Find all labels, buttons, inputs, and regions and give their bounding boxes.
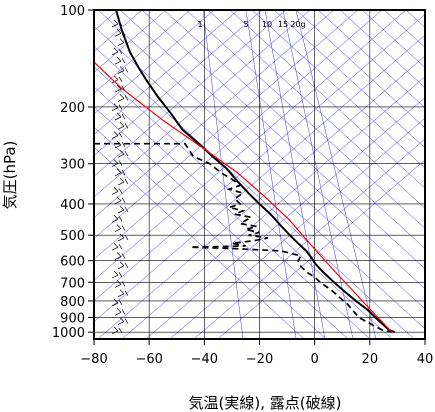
dry-adiabat-line bbox=[141, 10, 425, 269]
dry-adiabat-line bbox=[97, 10, 425, 310]
isotherm-line bbox=[121, 76, 425, 339]
dry-adiabat-line bbox=[339, 10, 425, 89]
wind-barb bbox=[111, 103, 123, 112]
wind-barb bbox=[111, 270, 123, 279]
dry-adiabat-line bbox=[207, 10, 425, 209]
dry-adiabat-line bbox=[317, 10, 425, 109]
x-tick-label: −60 bbox=[135, 352, 162, 367]
wind-barb bbox=[111, 326, 123, 335]
wind-barb bbox=[111, 159, 123, 167]
dry-adiabat-line bbox=[251, 10, 425, 169]
dry-adiabat-line bbox=[273, 10, 425, 149]
isotherm-line bbox=[94, 10, 167, 73]
x-tick-label: −80 bbox=[80, 352, 107, 367]
wind-barb bbox=[111, 131, 123, 139]
wind-barb bbox=[117, 149, 129, 158]
wind-barb bbox=[114, 112, 126, 121]
mixing-ratio-line bbox=[264, 10, 326, 339]
x-tick-label: −40 bbox=[191, 352, 218, 367]
x-axis-title: 気温(実線), 露点(破線) bbox=[189, 394, 342, 412]
mixing-ratio-line bbox=[295, 10, 377, 339]
wind-barb bbox=[117, 66, 129, 74]
y-tick-label: 900 bbox=[60, 311, 85, 326]
wind-barb bbox=[111, 242, 123, 251]
mixing-ratio-line bbox=[282, 10, 354, 339]
isotherm-line bbox=[94, 10, 263, 156]
y-tick-label: 800 bbox=[60, 295, 85, 310]
wind-barb bbox=[117, 94, 129, 102]
wind-barb bbox=[111, 215, 123, 223]
isotherm-line bbox=[217, 159, 425, 339]
x-tick-label: −20 bbox=[246, 352, 273, 367]
dry-adiabat-line bbox=[295, 10, 425, 129]
temperature-line bbox=[115, 10, 396, 334]
isotherm-line bbox=[94, 10, 335, 219]
reference-line bbox=[94, 61, 393, 333]
wind-barb bbox=[114, 196, 126, 205]
isotherm-line bbox=[97, 55, 425, 339]
wind-barb bbox=[117, 122, 129, 130]
wind-barb bbox=[111, 298, 123, 307]
wind-barb bbox=[117, 261, 129, 270]
dry-adiabat-line bbox=[94, 146, 305, 339]
dry-adiabat-line bbox=[229, 10, 425, 189]
isotherm-line bbox=[193, 138, 425, 339]
mixing-ratio-label: 15 bbox=[278, 20, 288, 29]
isotherm-line bbox=[94, 10, 407, 281]
dry-adiabat-line bbox=[94, 66, 393, 339]
x-axis-ticks: −80 −60 −40 −20 0 20 40 bbox=[80, 339, 433, 367]
dry-adiabat-line bbox=[119, 10, 425, 290]
wind-barb bbox=[111, 47, 123, 56]
wind-barb bbox=[117, 205, 129, 214]
dry-adiabat-line bbox=[163, 10, 425, 249]
isotherm-line bbox=[94, 10, 311, 198]
x-tick-label: 0 bbox=[311, 352, 319, 367]
series-lines bbox=[94, 10, 396, 334]
wind-barb bbox=[114, 168, 126, 177]
isotherm-line bbox=[94, 10, 239, 136]
y-tick-label: 1000 bbox=[52, 326, 85, 341]
wind-barb bbox=[111, 187, 123, 195]
dry-adiabat-line bbox=[94, 126, 327, 339]
isotherm-line bbox=[169, 117, 425, 339]
mixing-ratio-labels: 1 5 10 15 20g bbox=[197, 20, 305, 29]
mixing-ratio-line bbox=[245, 10, 297, 339]
y-tick-label: 100 bbox=[60, 4, 85, 19]
wind-barb bbox=[114, 252, 126, 260]
y-tick-label: 500 bbox=[60, 229, 85, 244]
y-tick-label: 400 bbox=[60, 198, 85, 213]
isotherm-line bbox=[94, 10, 383, 260]
isotherm-line bbox=[94, 34, 425, 323]
wind-barb bbox=[117, 317, 129, 325]
isotherm-line bbox=[94, 10, 191, 94]
mixing-ratio-label: 1 bbox=[197, 20, 202, 29]
y-tick-label: 700 bbox=[60, 276, 85, 291]
y-axis-title: 気圧(hPa) bbox=[1, 141, 19, 210]
wind-barb bbox=[114, 308, 126, 316]
mixing-ratio-label: 20g bbox=[290, 20, 305, 29]
isotherm-line bbox=[94, 10, 287, 177]
isotherm-line bbox=[94, 10, 215, 115]
y-tick-label: 200 bbox=[60, 101, 85, 116]
x-tick-label: 40 bbox=[417, 352, 434, 367]
dry-adiabat-line bbox=[361, 10, 425, 68]
dewpoint-line bbox=[94, 142, 393, 334]
wind-barb bbox=[117, 289, 129, 298]
mixing-ratio-label: 5 bbox=[243, 20, 248, 29]
wind-barb bbox=[114, 224, 126, 232]
dry-adiabat-line bbox=[94, 46, 415, 339]
y-tick-label: 600 bbox=[60, 255, 85, 270]
dry-adiabat-line bbox=[185, 10, 425, 229]
wind-barbs bbox=[111, 19, 129, 335]
wind-barb bbox=[114, 56, 126, 65]
wind-barb bbox=[114, 280, 126, 288]
x-tick-label: 20 bbox=[362, 352, 379, 367]
wind-barb bbox=[117, 233, 129, 242]
y-tick-label: 300 bbox=[60, 158, 85, 173]
dry-adiabat-line bbox=[94, 86, 371, 339]
wind-barb bbox=[117, 177, 129, 186]
mixing-ratio-label: 10 bbox=[262, 20, 272, 29]
